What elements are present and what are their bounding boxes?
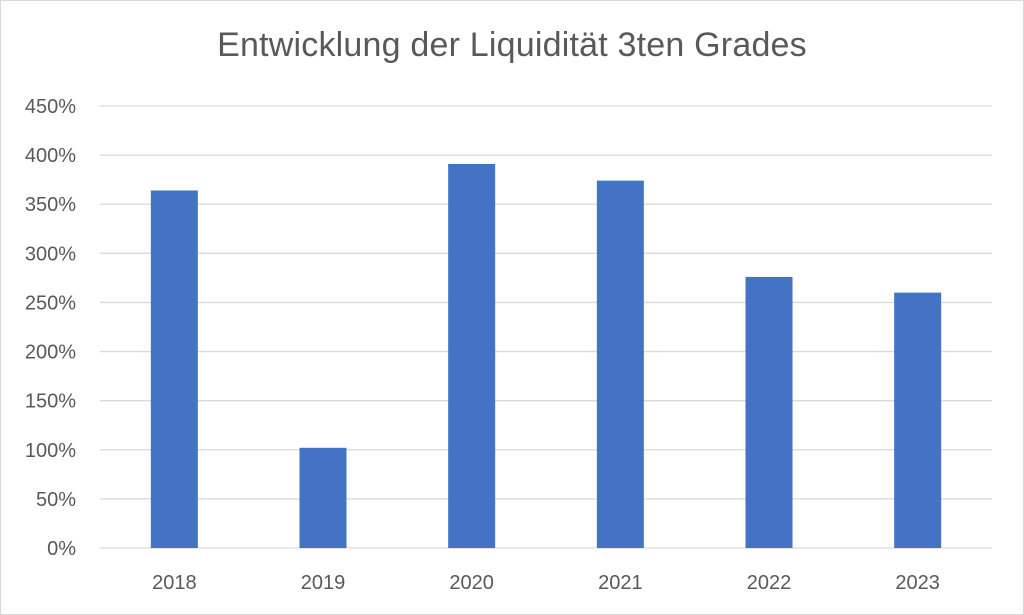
x-axis-ticks: 2018 2019 2020 2021 2022 2023 [152,572,940,594]
y-tick-label: 200% [25,342,76,364]
bars [150,163,942,548]
x-tick-label: 2018 [152,572,197,594]
bar-2021 [596,180,644,548]
y-tick-label: 350% [25,194,76,216]
bar-2020 [448,163,496,548]
chart-title: Entwicklung der Liquidität 3ten Grades [217,26,807,64]
y-tick-label: 450% [25,96,76,118]
y-tick-label: 300% [25,243,76,265]
bar-2018 [150,190,198,548]
bar-2022 [745,276,793,548]
y-tick-label: 150% [25,391,76,413]
y-axis-ticks: 0% 50% 100% 150% 200% 250% 300% 350% 400% 450% [25,96,76,560]
x-tick-label: 2021 [598,572,643,594]
x-tick-label: 2019 [301,572,346,594]
y-tick-label: 250% [25,292,76,314]
y-tick-label: 50% [36,489,76,511]
x-tick-label: 2023 [895,572,940,594]
x-tick-label: 2022 [747,572,792,594]
bar-2023 [894,292,942,548]
bar-2019 [299,447,347,548]
y-tick-label: 400% [25,145,76,167]
y-tick-label: 100% [25,440,76,462]
y-tick-label: 0% [47,538,76,560]
gridlines [100,105,992,549]
x-tick-label: 2020 [449,572,494,594]
